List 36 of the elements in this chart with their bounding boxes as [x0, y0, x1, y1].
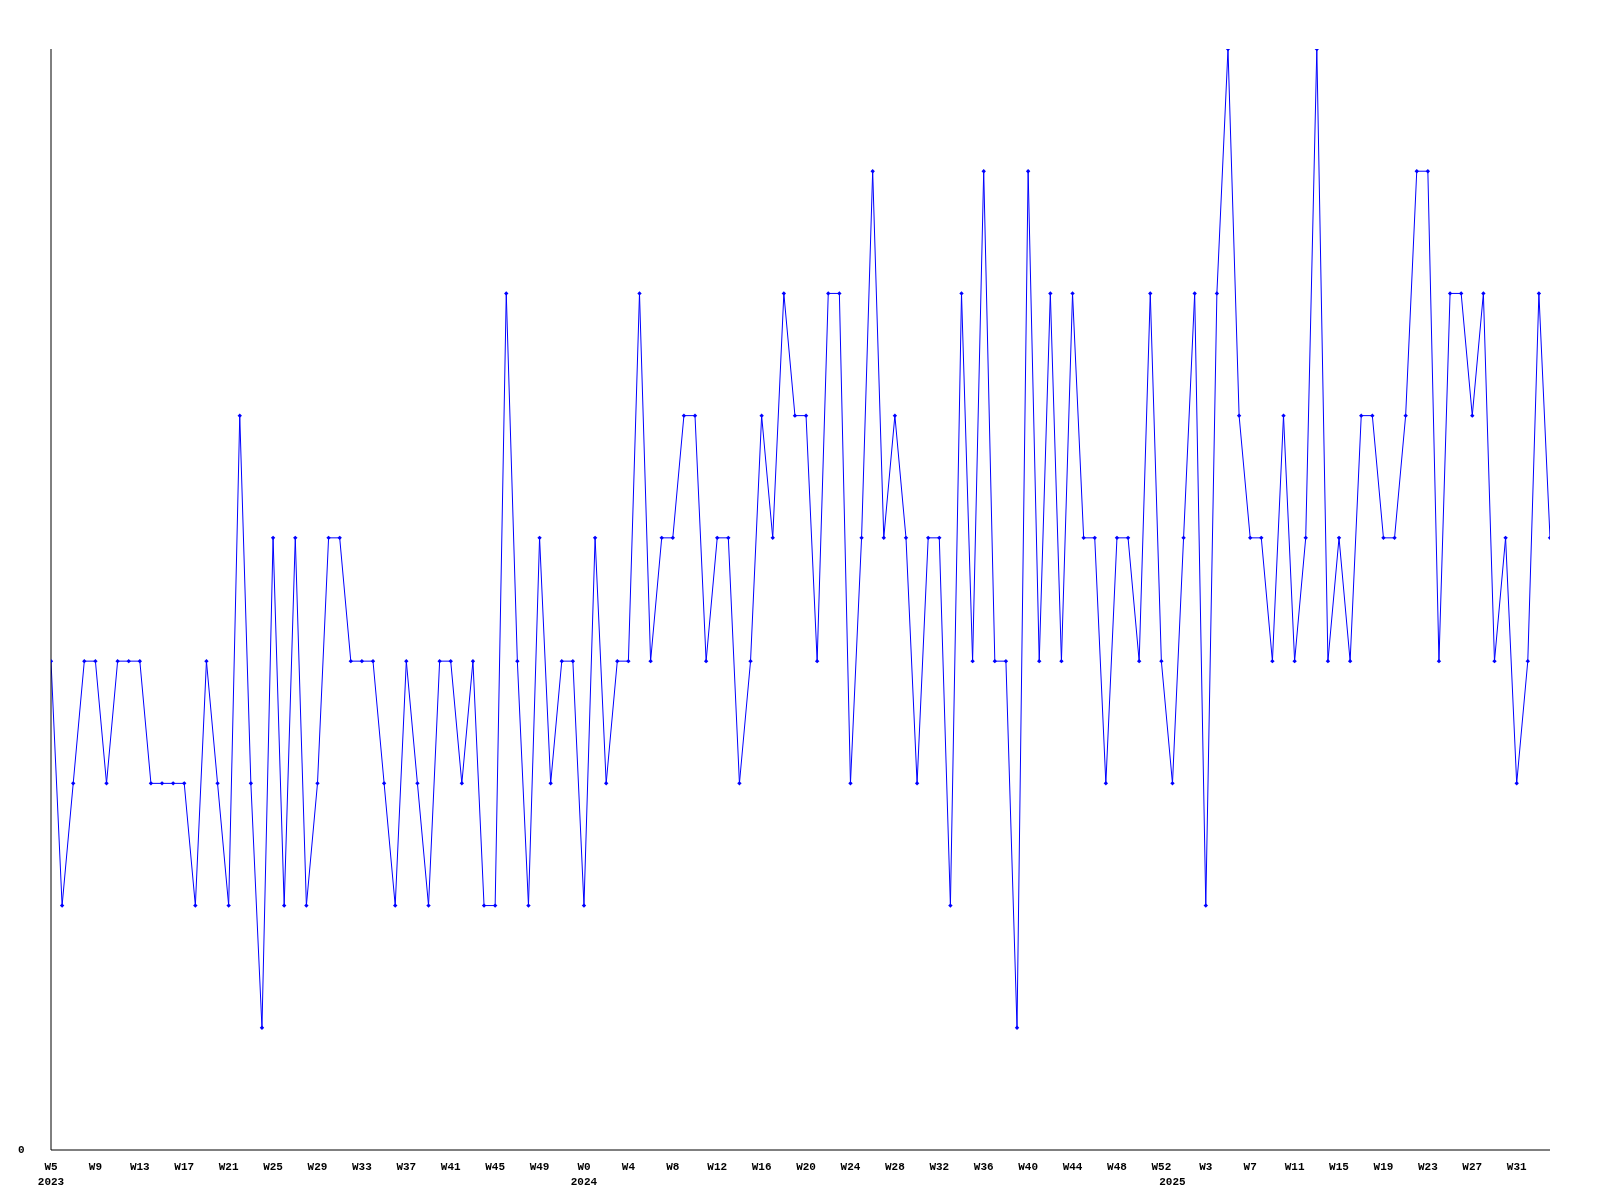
- x-tick-label: W9: [88, 1161, 103, 1173]
- x-tick-label: W49: [529, 1161, 550, 1173]
- x-tick-label: W15: [1329, 1161, 1350, 1173]
- x-tick-label: W0 2024: [570, 1161, 598, 1188]
- x-tick-label: W21: [218, 1161, 239, 1173]
- x-tick-label: W12: [707, 1161, 728, 1173]
- x-tick-label: W28: [884, 1161, 906, 1173]
- x-tick-label: W5 2023: [37, 1161, 65, 1188]
- x-tick-label: W4: [621, 1161, 636, 1173]
- x-tick-label: W36: [973, 1161, 994, 1173]
- x-tick-label: W13: [129, 1161, 151, 1173]
- x-tick-label: W29: [307, 1161, 328, 1173]
- x-tick-label: W11: [1284, 1161, 1305, 1173]
- x-tick-label: W44: [1062, 1161, 1083, 1173]
- x-tick-label: W32: [929, 1161, 950, 1173]
- x-tick-label: W33: [352, 1161, 373, 1173]
- x-tick-label: W24: [840, 1161, 861, 1173]
- x-tick-label: W41: [440, 1161, 462, 1173]
- x-tick-label: W17: [174, 1161, 195, 1173]
- x-tick-label: W37: [396, 1161, 417, 1173]
- x-tick-label: W7: [1243, 1161, 1257, 1173]
- x-tick-label: W45: [485, 1161, 506, 1173]
- x-tick-label: W19: [1373, 1161, 1394, 1173]
- x-tick-label: W25: [263, 1161, 284, 1173]
- x-tick-label: W31: [1506, 1161, 1527, 1173]
- x-tick-label: W23: [1417, 1161, 1439, 1173]
- x-tick-label: W16: [751, 1161, 772, 1173]
- text: 0: [18, 1144, 25, 1156]
- x-tick-label: W20: [796, 1161, 816, 1173]
- x-tick-label: W48: [1107, 1161, 1128, 1173]
- x-tick-label: W8: [666, 1161, 680, 1173]
- x-tick-label: W52: [1151, 1161, 1172, 1173]
- x-tick-label: W40: [1018, 1161, 1039, 1173]
- x-tick-label: 2025: [1159, 1176, 1187, 1188]
- x-tick-label: W3: [1199, 1161, 1213, 1173]
- x-tick-label: W27: [1462, 1161, 1483, 1173]
